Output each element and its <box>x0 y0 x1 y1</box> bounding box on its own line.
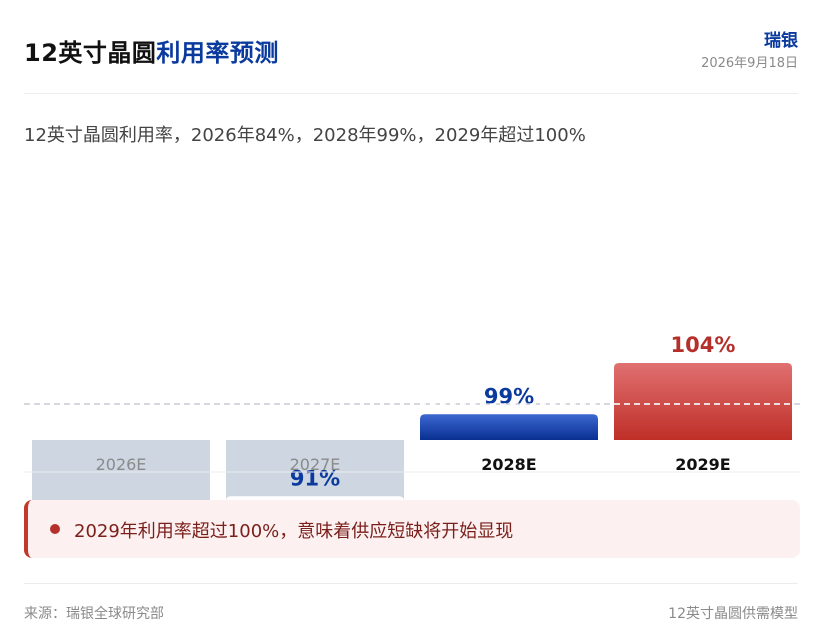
model-label: 12英寸晶圆供需模型 <box>668 606 798 622</box>
source-label: 来源：瑞银全球研究部 <box>24 606 164 622</box>
callout-text: 2029年利用率超过100%，意味着供应短缺将开始显现 <box>74 521 514 542</box>
category-label-2026E: 2026E <box>96 455 147 474</box>
chart-subtitle: 12英寸晶圆利用率，2026年84%，2028年99%，2029年超过100% <box>24 125 586 146</box>
category-label-2029E: 2029E <box>675 455 730 474</box>
date-label: 2026年9月18日 <box>701 56 798 71</box>
value-label-2029E: 104% <box>671 333 736 357</box>
bar-2028E <box>420 414 598 440</box>
title-part-1: 12英寸晶圆 <box>24 39 157 67</box>
callout-box: 2029年利用率超过100%，意味着供应短缺将开始显现 <box>24 500 800 558</box>
value-label-2027E: 91% <box>290 466 340 490</box>
bar-2027E <box>226 440 404 500</box>
footer-divider <box>24 583 798 584</box>
brand-label: 瑞银 <box>764 31 798 51</box>
bar-2029E <box>614 363 792 440</box>
category-label-2028E: 2028E <box>481 455 536 474</box>
header-divider <box>24 93 798 94</box>
bar-2026E <box>32 440 210 500</box>
page-title: 12英寸晶圆利用率预测 <box>24 33 279 68</box>
bullet-dot-icon <box>50 524 60 534</box>
category-label-2027E: 2027E <box>290 455 341 474</box>
title-part-2: 利用率预测 <box>156 39 279 67</box>
